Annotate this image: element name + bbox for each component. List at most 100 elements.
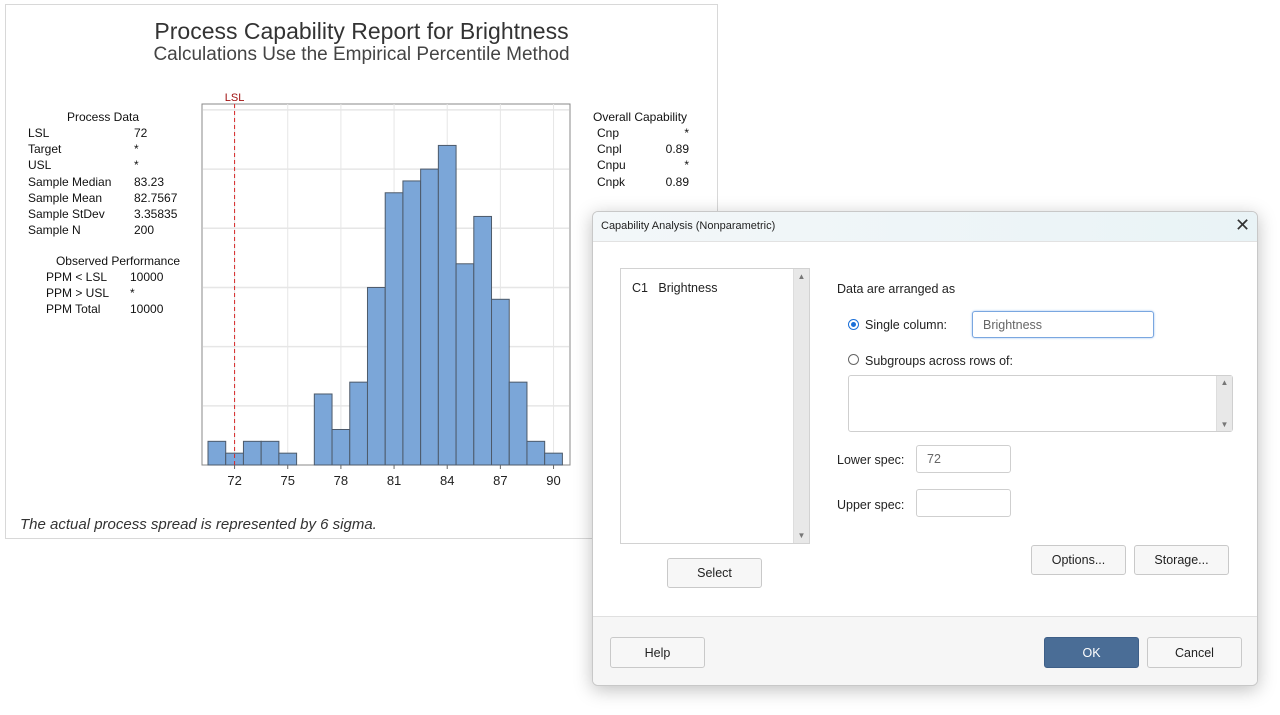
row-value: * <box>684 126 689 140</box>
table-row: PPM < LSL 10000 <box>28 270 198 286</box>
table-row: Sample StDev 3.35835 <box>28 207 198 223</box>
table-row: LSL 72 <box>28 126 198 142</box>
histogram-chart: 72 75 78 81 84 87 90 LSL <box>201 92 571 488</box>
histogram-bar <box>420 168 439 466</box>
x-tick-label: 87 <box>493 473 507 488</box>
row-value: 72 <box>134 126 148 140</box>
single-column-label: Single column: <box>865 318 947 332</box>
row-label: Cnpu <box>597 158 626 173</box>
scroll-up-icon[interactable]: ▲ <box>797 272 806 281</box>
ok-button[interactable]: OK <box>1044 637 1139 668</box>
row-label: Sample StDev <box>28 207 105 221</box>
column-list-item[interactable]: C1 Brightness <box>632 281 717 295</box>
row-value: 0.89 <box>665 174 689 189</box>
scroll-down-icon[interactable]: ▼ <box>797 531 806 540</box>
single-column-radio[interactable] <box>848 319 859 330</box>
histogram-bar <box>544 452 563 466</box>
table-row: Cnpu * <box>593 158 763 174</box>
close-icon[interactable]: ✕ <box>1235 215 1251 235</box>
subgroups-label: Subgroups across rows of: <box>865 354 1013 368</box>
table-row: Sample Median 83.23 <box>28 175 198 191</box>
subgroups-input[interactable]: ▲ ▼ <box>848 375 1233 432</box>
table-row: Sample Mean 82.7567 <box>28 191 198 207</box>
histogram-bar <box>455 263 475 466</box>
row-label: Target <box>28 142 62 157</box>
histogram-bar <box>366 286 386 466</box>
row-value: 83.23 <box>134 174 165 189</box>
row-value: 200 <box>134 223 155 238</box>
report-footnote: The actual process spread is represented… <box>20 516 377 533</box>
table-row: USL * <box>28 158 198 174</box>
histogram-bar <box>437 144 457 466</box>
lower-spec-input[interactable]: 72 <box>916 445 1011 473</box>
subgroups-radio[interactable] <box>848 354 859 365</box>
histogram-bar <box>260 440 280 466</box>
histogram-bar <box>491 298 510 466</box>
row-value: * <box>684 158 689 173</box>
row-label: Sample Mean <box>28 190 103 205</box>
row-label: PPM < LSL <box>46 270 108 284</box>
report-title: Process Capability Report for Brightness <box>154 18 569 44</box>
options-button[interactable]: Options... <box>1031 545 1126 575</box>
row-label: Cnpl <box>597 142 622 157</box>
histogram-bar <box>207 440 227 466</box>
upper-spec-label: Upper spec: <box>837 498 905 512</box>
table-row: Target * <box>28 142 198 158</box>
row-value: * <box>134 158 139 173</box>
row-label: USL <box>28 158 52 173</box>
row-value: 10000 <box>130 270 164 284</box>
observed-performance-heading: Observed Performance <box>55 254 181 268</box>
capability-analysis-dialog: Capability Analysis (Nonparametric) ✕ C1… <box>592 211 1258 686</box>
row-value: * <box>130 286 135 301</box>
row-value: * <box>134 142 139 157</box>
table-row: Cnpl 0.89 <box>593 142 763 158</box>
column-list-scrollbar[interactable]: ▲ ▼ <box>793 269 809 543</box>
scroll-up-icon[interactable]: ▲ <box>1220 378 1229 387</box>
storage-button[interactable]: Storage... <box>1134 545 1229 575</box>
row-label: Cnpk <box>597 174 626 189</box>
column-id: C1 <box>632 281 648 295</box>
histogram-bar <box>402 180 422 466</box>
histogram-bar <box>331 428 351 466</box>
single-column-input[interactable]: Brightness <box>972 311 1154 338</box>
column-name: Brightness <box>658 281 718 295</box>
row-label: LSL <box>28 126 50 140</box>
select-button[interactable]: Select <box>667 558 762 588</box>
x-tick-label: 72 <box>227 473 241 488</box>
x-tick-label: 84 <box>440 473 454 488</box>
row-label: Cnp <box>597 126 620 140</box>
cancel-button[interactable]: Cancel <box>1147 637 1242 668</box>
overall-capability-table: Overall Capability Cnp * Cnpl 0.89 Cnpu * Cnpk… <box>593 110 693 200</box>
histogram-bar <box>384 192 404 466</box>
process-data-table: Process Data LSL 72 Target * USL * Sample Medi… <box>28 110 208 350</box>
row-label: PPM > USL <box>46 286 110 301</box>
report-subtitle: Calculations Use the Empirical Percentil… <box>153 44 570 65</box>
row-value: 10000 <box>130 302 164 317</box>
x-tick-label: 78 <box>334 473 348 488</box>
table-row: Sample N 200 <box>28 223 198 239</box>
row-value: 0.89 <box>665 142 689 157</box>
dialog-title: Capability Analysis (Nonparametric) <box>601 220 776 232</box>
row-value: 82.7567 <box>134 190 178 205</box>
table-row: PPM > USL * <box>28 286 198 302</box>
histogram-bar <box>242 440 262 466</box>
histogram-bar <box>508 381 528 466</box>
help-button[interactable]: Help <box>610 637 705 668</box>
column-list[interactable]: C1 Brightness ▲ ▼ <box>620 268 810 544</box>
dialog-title-bar: Capability Analysis (Nonparametric) ✕ <box>593 212 1257 242</box>
table-row: Cnp * <box>593 126 763 142</box>
lower-spec-label: Lower spec: <box>837 453 905 467</box>
arranged-label: Data are arranged as <box>837 282 956 296</box>
upper-spec-input[interactable] <box>916 489 1011 517</box>
histogram-bar <box>313 393 333 466</box>
table-row: PPM Total 10000 <box>28 302 198 318</box>
scroll-down-icon[interactable]: ▼ <box>1220 420 1229 429</box>
row-label: PPM Total <box>46 302 101 317</box>
overall-capability-heading: Overall Capability <box>593 110 688 124</box>
histogram-bar <box>526 440 546 466</box>
subgroups-scrollbar[interactable]: ▲ ▼ <box>1216 376 1232 431</box>
x-tick-label: 90 <box>546 473 560 488</box>
histogram-bar <box>349 381 368 466</box>
row-label: Sample Median <box>28 174 112 189</box>
process-data-heading: Process Data <box>66 110 140 124</box>
